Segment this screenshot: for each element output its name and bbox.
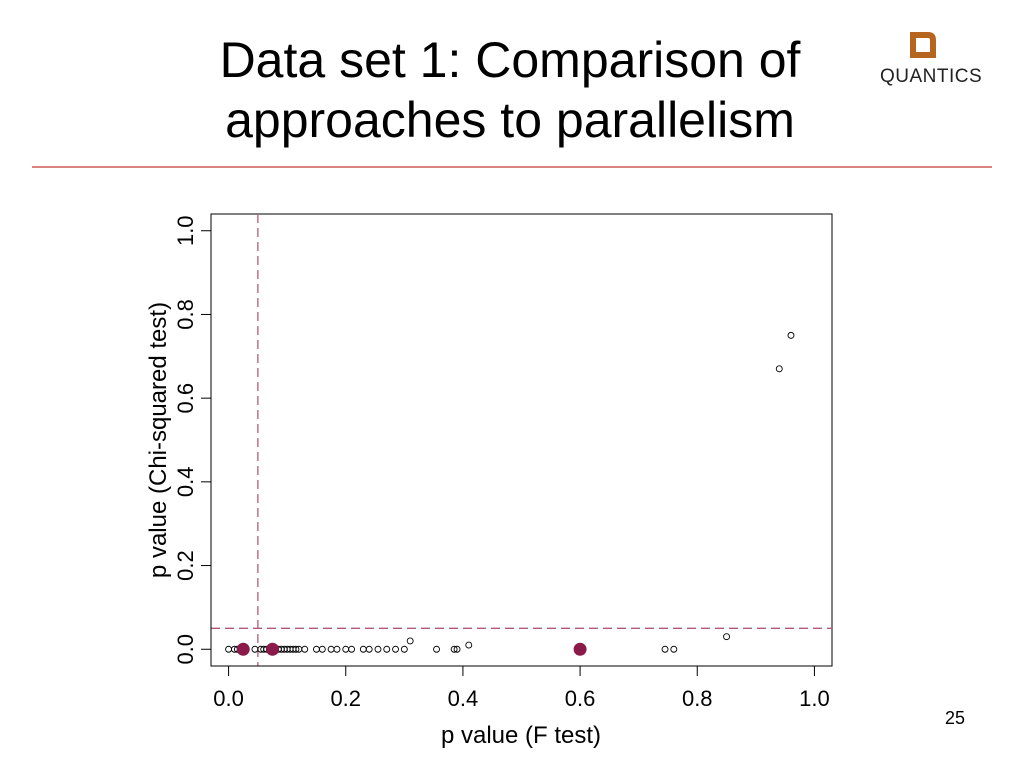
data-point — [359, 645, 367, 653]
data-point — [333, 645, 341, 653]
data-point — [225, 645, 233, 653]
y-tick-label: 1.0 — [173, 215, 198, 246]
x-tick-label: 0.6 — [565, 686, 596, 711]
data-point — [292, 645, 300, 653]
data-point — [465, 641, 473, 649]
data-point — [400, 645, 408, 653]
highlighted-point — [266, 642, 280, 656]
x-tick-label: 0.8 — [682, 686, 713, 711]
data-point — [251, 645, 259, 653]
x-tick-label: 1.0 — [799, 686, 830, 711]
slide-title-line2: approaches to parallelism — [225, 92, 795, 148]
y-axis-label: p value (Chi-squared test) — [145, 302, 172, 578]
data-point — [318, 645, 326, 653]
slide-title: Data set 1: Comparison of approaches to … — [140, 30, 880, 150]
title-divider — [32, 166, 992, 168]
page-number: 25 — [944, 708, 966, 728]
y-tick-label: 0.0 — [173, 634, 198, 665]
data-point — [313, 645, 320, 653]
data-point — [365, 645, 373, 653]
data-point — [775, 365, 783, 373]
x-axis-label: p value (F test) — [441, 722, 601, 749]
data-point — [301, 645, 309, 653]
data-point — [374, 645, 382, 653]
y-tick-label: 0.8 — [173, 299, 198, 330]
data-point — [392, 645, 399, 653]
data-point — [406, 637, 414, 645]
y-tick-label: 0.2 — [173, 550, 198, 581]
data-point — [348, 645, 356, 653]
plot-area-frame — [210, 213, 833, 667]
data-point — [670, 645, 678, 653]
highlighted-point — [236, 642, 250, 656]
data-point — [787, 331, 795, 339]
slide-title-line1: Data set 1: Comparison of — [219, 32, 801, 88]
data-point — [327, 645, 335, 653]
x-tick-label: 0.0 — [213, 686, 244, 711]
logo-text: QUANTICS — [880, 66, 983, 87]
highlighted-point — [573, 642, 587, 656]
data-point — [383, 645, 391, 653]
y-tick-label: 0.6 — [173, 383, 198, 414]
x-tick-label: 0.4 — [448, 686, 479, 711]
data-point — [433, 645, 441, 653]
data-point — [450, 645, 458, 653]
quantics-logo-icon — [910, 32, 936, 58]
data-point — [453, 645, 461, 653]
data-point — [723, 633, 730, 641]
x-tick-label: 0.2 — [330, 686, 361, 711]
data-point — [342, 645, 350, 653]
data-point — [661, 645, 669, 653]
y-tick-label: 0.4 — [173, 467, 198, 498]
